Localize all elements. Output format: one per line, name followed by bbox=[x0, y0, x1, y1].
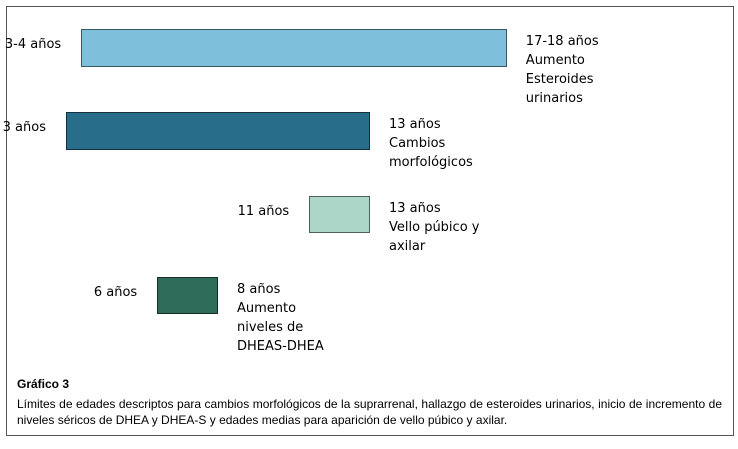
bar-end-label-line: 17-18 años bbox=[525, 34, 599, 49]
bar-end-label: 17-18 años Aumento Esteroides urinarios bbox=[526, 32, 599, 108]
caption-title: Gráfico 3 bbox=[17, 377, 70, 391]
bar-end-label-line: Aumento bbox=[237, 301, 297, 316]
bar-end-label-line: urinarios bbox=[525, 91, 583, 106]
bar-end-label-line: 13 años bbox=[389, 117, 441, 132]
range-bar bbox=[66, 112, 370, 150]
bar-start-label: 3-4 años bbox=[4, 37, 62, 52]
bar-start-label: 6 años bbox=[93, 285, 138, 300]
range-bar bbox=[309, 196, 370, 233]
range-bar bbox=[157, 277, 218, 314]
bar-end-label: 8 años Aumento niveles de DHEAS-DHEA bbox=[237, 280, 324, 356]
bar-start-label: 11 años bbox=[237, 204, 290, 219]
bar-end-label-line: DHEAS-DHEA bbox=[237, 339, 324, 354]
bar-end-label-line: niveles de bbox=[237, 320, 304, 335]
bar-end-label-line: morfológicos bbox=[389, 155, 473, 170]
bar-end-label-line: Esteroides bbox=[525, 72, 594, 87]
caption-text: Límites de edades descriptos para cambio… bbox=[17, 397, 722, 427]
bar-end-label-line: 13 años bbox=[389, 201, 441, 216]
bar-end-label-line: Cambios bbox=[389, 136, 446, 151]
range-bar bbox=[81, 29, 507, 67]
bar-end-label: 13 años Vello púbico y axilar bbox=[389, 199, 479, 256]
bar-end-label-line: Vello púbico y bbox=[389, 220, 480, 235]
bar-end-label-line: 8 años bbox=[237, 282, 281, 297]
bar-start-label: 3 años bbox=[2, 120, 46, 135]
figure-frame bbox=[6, 6, 734, 436]
bar-end-label: 13 años Cambios morfológicos bbox=[389, 115, 473, 172]
bar-end-label-line: axilar bbox=[389, 239, 426, 254]
bar-end-label-line: Aumento bbox=[525, 53, 585, 68]
